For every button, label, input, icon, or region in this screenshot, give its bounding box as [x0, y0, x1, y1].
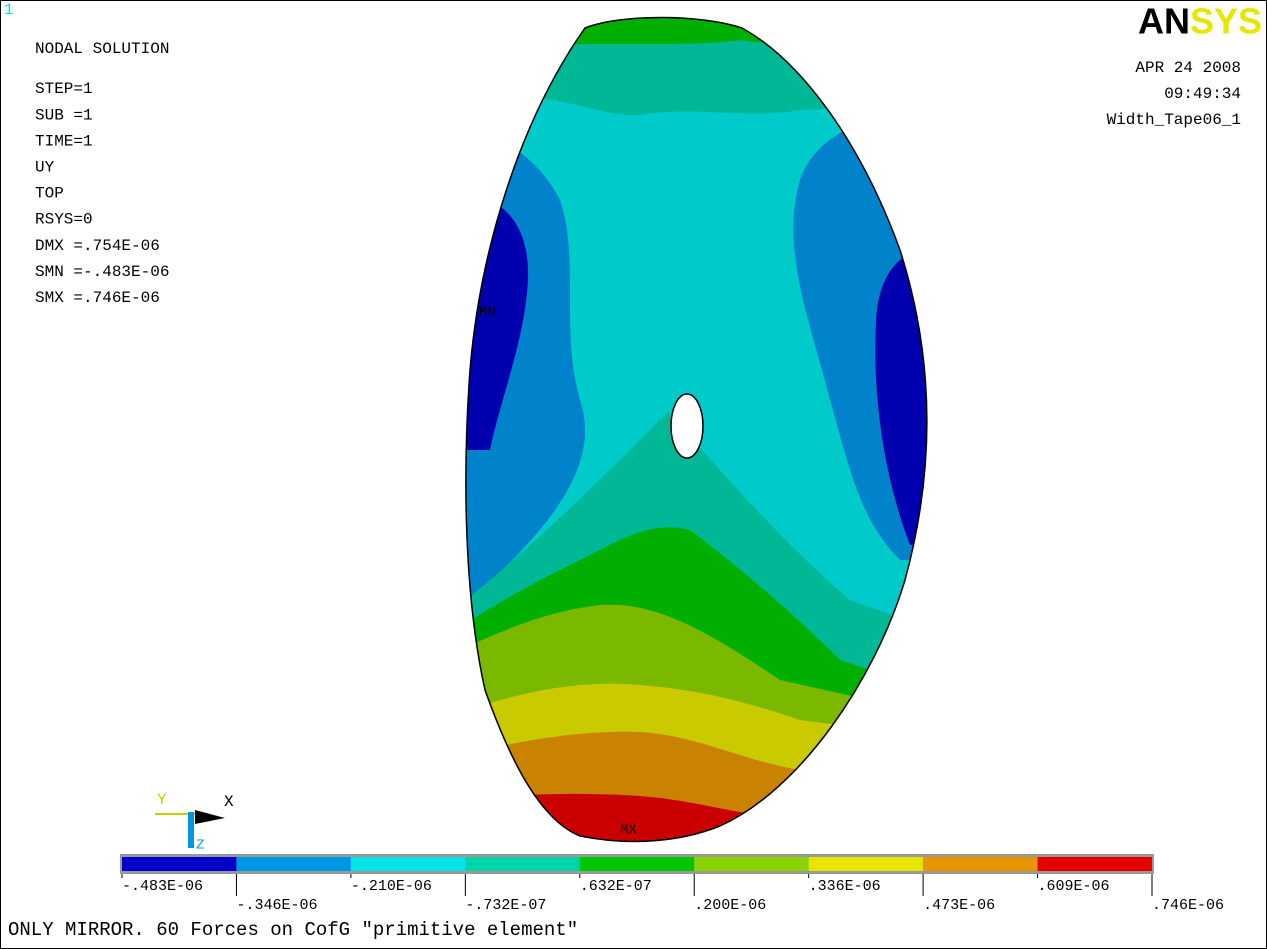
legend-label: .336E-06	[809, 878, 881, 895]
header-line: STEP=1	[35, 80, 93, 98]
header-line: TIME=1	[35, 132, 93, 150]
legend-label: .746E-06	[1152, 897, 1224, 914]
legend-swatch	[122, 857, 236, 871]
legend-label: .473E-06	[923, 897, 995, 914]
min-marker: MN	[479, 305, 496, 321]
info-line: 09:49:34	[1164, 85, 1241, 103]
triad-z-label: Z	[196, 838, 204, 854]
legend-label: -.210E-06	[351, 878, 432, 895]
logo-part: AN	[1138, 1, 1190, 42]
header-line: UY	[35, 159, 55, 177]
header-line: SMN =-.483E-06	[35, 263, 169, 281]
info-line: Width_Tape06_1	[1107, 111, 1241, 129]
logo-part: SYS	[1190, 1, 1262, 42]
legend-swatch	[351, 857, 465, 871]
hole	[671, 394, 703, 458]
legend-label: -.732E-07	[465, 897, 546, 914]
legend-label: .200E-06	[694, 897, 766, 914]
window-number: 1	[4, 1, 14, 19]
triad-x-label: X	[224, 793, 234, 811]
screen: 1 AN SYS NODAL SOLUTION STEP=1 SUB =1 TIME…	[0, 0, 1267, 949]
footer: ONLY MIRROR. 60 Forces on CofG "primitiv…	[8, 919, 578, 941]
legend-swatch	[694, 857, 808, 871]
legend-label: -.483E-06	[122, 878, 203, 895]
legend-label: .632E-07	[580, 878, 652, 895]
info-line: APR 24 2008	[1135, 59, 1241, 77]
legend-label: .609E-06	[1038, 878, 1110, 895]
legend-label: -.346E-06	[236, 897, 317, 914]
legend-swatch	[923, 857, 1037, 871]
legend-swatch	[1038, 857, 1152, 871]
max-marker: MX	[620, 823, 637, 839]
triad-z-axis	[188, 812, 194, 848]
header-line: SMX =.746E-06	[35, 289, 160, 307]
triad-y-label: Y	[157, 791, 167, 809]
legend-swatch	[465, 857, 579, 871]
header-title: NODAL SOLUTION	[35, 40, 169, 58]
header-line: DMX =.754E-06	[35, 237, 160, 255]
header-line: SUB =1	[35, 106, 93, 124]
header-line: TOP	[35, 185, 64, 203]
header-line: RSYS=0	[35, 211, 93, 229]
legend-swatch	[580, 857, 694, 871]
legend-swatch	[809, 857, 923, 871]
legend-swatch	[236, 857, 350, 871]
